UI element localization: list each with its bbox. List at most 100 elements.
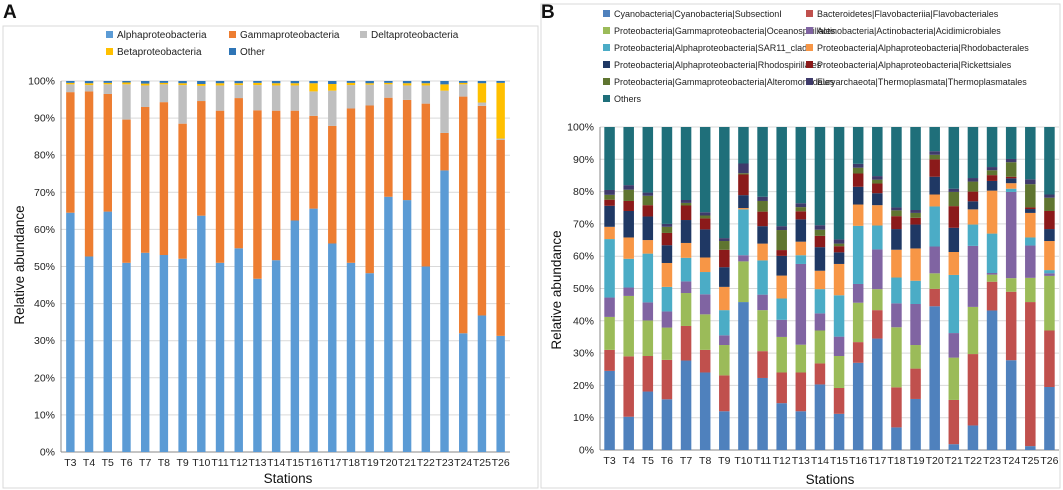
bar-segment: [833, 387, 845, 414]
bar-segment: [719, 241, 730, 250]
bar-segment: [699, 257, 711, 273]
bar-segment: [440, 84, 449, 91]
axes-b: 0% 10% 20% 30% 40% 50% 60% 70% 80% 90% 100% T3 T4 T5 T…: [567, 122, 1059, 467]
bar-segment: [891, 277, 902, 304]
x-tick-label: T26: [492, 457, 510, 469]
bar-segment: [833, 336, 845, 357]
bar-segment: [421, 83, 431, 86]
bar-segment: [215, 85, 225, 111]
bar-segment: [642, 195, 654, 206]
bar-segment: [661, 327, 673, 360]
bar-segment: [891, 427, 902, 450]
bar-segment: [719, 345, 730, 376]
legend-swatch: [106, 31, 113, 38]
bar-segment: [776, 336, 787, 373]
bar-segment: [1025, 207, 1036, 210]
bar-segment: [986, 281, 998, 311]
bar-segment: [328, 125, 337, 244]
bar-segment: [197, 101, 206, 216]
bar-segment: [910, 224, 921, 249]
bar-segment: [738, 127, 749, 164]
bars-a: [66, 81, 505, 452]
bar-segment: [795, 372, 807, 412]
legend-label: Gammaproteobacteria: [240, 30, 340, 41]
bar-segment: [757, 200, 768, 212]
legend-swatch: [603, 27, 610, 34]
bar-segment: [680, 220, 692, 243]
legend-swatch: [806, 78, 813, 85]
x-tick-label: T23: [435, 457, 453, 469]
x-tick-label: T7: [680, 455, 692, 467]
bar-segment: [309, 91, 318, 116]
x-tick-label: T13: [248, 457, 266, 469]
bar-segment: [757, 211, 768, 227]
bar-segment: [1044, 275, 1055, 331]
bar-segment: [642, 320, 654, 357]
bar-segment: [140, 85, 150, 107]
legend-label: Bacteroidetes|Flavobacteriia|Flavobacter…: [817, 9, 999, 19]
bar-segment: [891, 249, 902, 278]
bar-segment: [215, 110, 225, 263]
y-tick-label: 70%: [573, 218, 594, 230]
bar-segment: [66, 212, 75, 452]
legend-swatch: [603, 61, 610, 68]
bar-segment: [159, 81, 169, 83]
bar-segment: [814, 330, 826, 364]
bar-segment: [103, 81, 112, 83]
bar-segment: [967, 425, 979, 450]
bar-segment: [159, 254, 169, 452]
bar-segment: [84, 91, 94, 257]
bar-segment: [66, 84, 75, 93]
bar-segment: [384, 97, 393, 197]
bar-segment: [459, 333, 468, 452]
x-tick-label: T24: [1002, 455, 1020, 467]
legend-a: Alphaproteobacteria Gammaproteobacteria De…: [106, 30, 459, 58]
x-tick-label: T16: [305, 457, 323, 469]
y-tick-label: 20%: [573, 380, 594, 392]
bar-segment: [852, 186, 864, 205]
bar-segment: [795, 241, 807, 256]
bar-segment: [814, 270, 826, 290]
bar-segment: [1025, 237, 1036, 246]
y-tick-label: 100%: [567, 122, 594, 134]
bar-segment: [623, 287, 634, 296]
bar-segment: [1044, 194, 1055, 198]
bar-segment: [122, 82, 131, 85]
bar-segment: [833, 243, 845, 247]
x-tick-label: T7: [139, 457, 151, 469]
bar-segment: [604, 199, 615, 206]
bar-segment: [271, 83, 281, 86]
bar-segment: [891, 303, 902, 328]
x-tick-label: T14: [267, 457, 285, 469]
bar-segment: [604, 226, 615, 240]
bar-segment: [967, 245, 979, 307]
x-tick-label: T4: [623, 455, 635, 467]
bar-segment: [795, 263, 807, 345]
bar-segment: [680, 205, 692, 221]
bar-segment: [197, 85, 206, 102]
bar-segment: [84, 85, 94, 92]
bar-segment: [738, 302, 749, 450]
bar-segment: [234, 98, 243, 249]
bar-segment: [365, 105, 374, 274]
bar-segment: [140, 252, 150, 452]
bar-segment: [197, 81, 206, 84]
bar-segment: [328, 90, 337, 126]
x-axis-title-a: Stations: [264, 471, 313, 486]
bar-segment: [661, 399, 673, 450]
y-tick-label: 0%: [40, 447, 55, 459]
bar-segment: [967, 178, 979, 182]
bar-segment: [699, 212, 711, 216]
x-tick-label: T21: [398, 457, 416, 469]
bar-segment: [852, 167, 864, 174]
bar-segment: [642, 356, 654, 392]
bar-segment: [1044, 330, 1055, 388]
bar-segment: [384, 82, 393, 85]
bar-segment: [122, 84, 131, 120]
bar-segment: [910, 398, 921, 450]
bar-segment: [604, 205, 615, 227]
bar-segment: [604, 370, 615, 450]
bar-segment: [642, 253, 654, 303]
bar-segment: [719, 335, 730, 346]
bar-segment: [852, 283, 864, 303]
